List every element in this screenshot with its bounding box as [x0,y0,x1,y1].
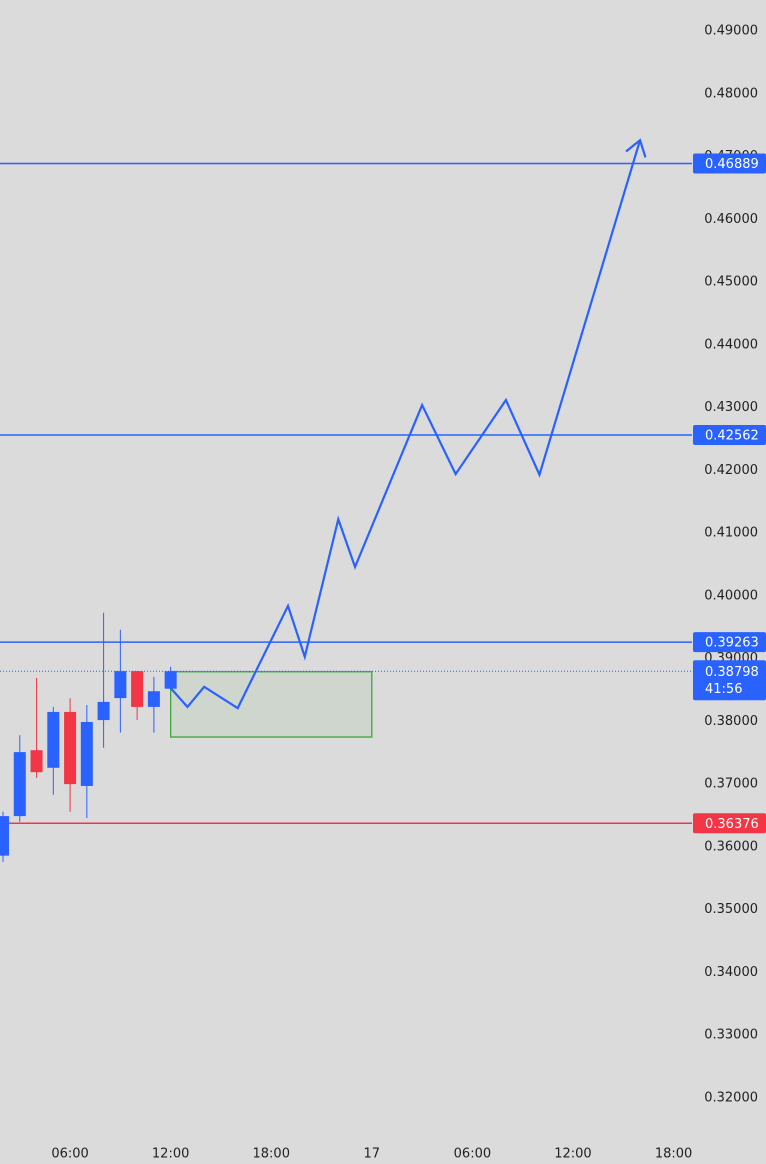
price-tag-label: 0.42562 [705,429,759,444]
candle-body [97,701,110,721]
candle-body [114,671,127,699]
candle-body [80,721,93,786]
candle-body [64,711,77,785]
candle-body [147,691,160,707]
price-tag-label: 0.36376 [705,817,759,832]
x-tick-label: 12:00 [554,1147,591,1162]
countdown-label: 41:56 [705,682,742,697]
y-tick-label: 0.33000 [704,1028,758,1043]
arrow-head [625,138,647,158]
price-tag [693,632,766,653]
current-price-label: 0.38798 [705,665,759,680]
y-tick-label: 0.43000 [704,400,758,415]
y-tick-label: 0.32000 [704,1090,758,1105]
y-tick-label: 0.44000 [704,337,758,352]
candle-body [0,816,10,856]
candle-body [13,752,26,817]
y-tick-label: 0.36000 [704,839,758,854]
candle-body [164,671,177,689]
x-tick-label: 18:00 [253,1147,290,1162]
zone [170,671,373,738]
x-tick-label: 17 [364,1147,381,1162]
y-tick-label: 0.41000 [704,526,758,541]
y-tick-label: 0.45000 [704,275,758,290]
price-tag [693,813,766,834]
y-tick-label: 0.48000 [704,86,758,101]
y-tick-label: 0.34000 [704,965,758,980]
y-tick-label: 0.40000 [704,588,758,603]
x-tick-label: 12:00 [152,1147,189,1162]
y-tick-label: 0.35000 [704,902,758,917]
y-tick-label: 0.42000 [704,463,758,478]
candle-body [131,671,144,707]
price-tag-label: 0.39263 [705,636,759,651]
x-tick-label: 06:00 [454,1147,491,1162]
plot-area [0,138,692,862]
x-tick-label: 18:00 [655,1147,692,1162]
price-tag [693,425,766,446]
price-tag-label: 0.46889 [705,157,759,172]
current-price-tag [693,660,766,701]
y-tick-label: 0.46000 [704,212,758,227]
candle-body [47,711,60,768]
y-tick-label: 0.37000 [704,777,758,792]
y-tick-label: 0.49000 [704,24,758,39]
projection-path [169,139,642,710]
price-tag [693,153,766,174]
candle-body [30,750,43,773]
axis-layer: 0.490000.480000.470000.460000.450000.440… [51,24,758,1162]
price-tags: 0.46889 0.42562 0.39263 0.36376 0.38798 41:56 [693,153,766,834]
y-tick-label: 0.38000 [704,714,758,729]
x-tick-label: 06:00 [51,1147,88,1162]
